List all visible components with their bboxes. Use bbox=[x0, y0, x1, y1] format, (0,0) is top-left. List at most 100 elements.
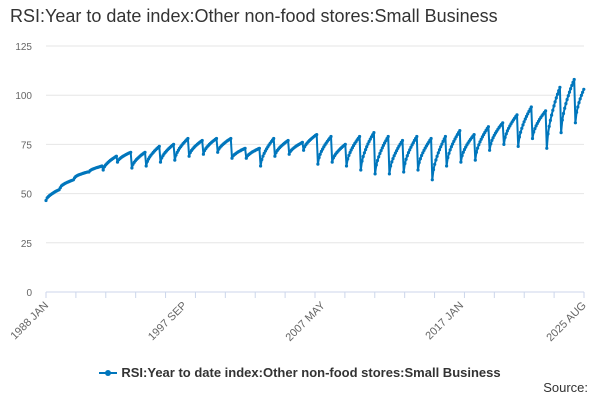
data-point bbox=[362, 151, 366, 155]
data-point bbox=[418, 157, 422, 161]
data-point bbox=[158, 160, 163, 164]
data-point bbox=[416, 168, 420, 172]
data-point bbox=[343, 142, 347, 146]
data-point bbox=[442, 137, 446, 141]
data-point bbox=[421, 151, 425, 155]
data-point bbox=[503, 135, 507, 139]
data-point bbox=[578, 97, 582, 101]
data-point bbox=[360, 159, 364, 163]
data-point bbox=[174, 153, 178, 157]
data-point bbox=[200, 138, 204, 143]
data-point bbox=[476, 146, 480, 150]
data-point bbox=[318, 152, 322, 156]
data-point bbox=[504, 132, 508, 136]
source-label: Source: bbox=[543, 380, 588, 395]
data-point bbox=[582, 87, 586, 91]
data-point bbox=[554, 96, 558, 100]
y-axis: 0 25 50 75 100 125 bbox=[15, 42, 32, 299]
data-point bbox=[372, 131, 376, 135]
data-point bbox=[548, 118, 553, 122]
data-point bbox=[551, 108, 555, 112]
data-point bbox=[555, 92, 560, 96]
y-tick-label: 75 bbox=[21, 140, 33, 151]
data-point bbox=[545, 146, 549, 150]
data-point bbox=[501, 121, 505, 125]
data-point bbox=[358, 134, 362, 139]
data-point bbox=[186, 136, 190, 141]
data-point bbox=[262, 151, 266, 155]
data-point bbox=[522, 120, 526, 124]
legend[interactable]: RSI:Year to date index:Other non-food st… bbox=[0, 364, 600, 380]
data-point bbox=[566, 94, 570, 98]
data-point bbox=[459, 160, 463, 164]
data-point bbox=[431, 168, 436, 172]
data-point bbox=[489, 142, 493, 146]
legend-marker-icon bbox=[99, 368, 118, 378]
data-point bbox=[101, 168, 105, 172]
data-point bbox=[187, 154, 191, 158]
data-point bbox=[526, 112, 530, 116]
data-point bbox=[286, 138, 290, 143]
data-point bbox=[515, 113, 519, 117]
data-point bbox=[478, 140, 482, 144]
data-point bbox=[473, 158, 477, 162]
data-point bbox=[558, 85, 562, 89]
data-point bbox=[260, 157, 264, 162]
y-tick-label: 100 bbox=[15, 91, 32, 102]
data-point bbox=[130, 166, 134, 170]
data-point bbox=[244, 156, 248, 160]
data-point bbox=[392, 154, 396, 158]
data-point bbox=[530, 136, 535, 141]
data-point bbox=[144, 164, 148, 168]
x-tick-label: 2007 MAY bbox=[283, 299, 328, 344]
x-tick-label: 2025 AUG bbox=[544, 300, 588, 344]
data-point bbox=[447, 151, 451, 155]
data-point bbox=[366, 142, 370, 146]
data-point bbox=[532, 130, 536, 134]
data-point bbox=[129, 150, 133, 154]
data-point bbox=[375, 158, 380, 163]
chart-title: RSI:Year to date index:Other non-food st… bbox=[10, 6, 498, 26]
data-point bbox=[571, 80, 575, 84]
x-tick-label: 1988 JAN bbox=[8, 300, 51, 343]
data-point bbox=[386, 134, 390, 139]
data-point bbox=[524, 114, 529, 118]
data-point bbox=[581, 90, 585, 94]
data-point bbox=[434, 158, 438, 162]
data-point bbox=[389, 164, 393, 168]
data-point bbox=[330, 160, 334, 164]
data-point bbox=[391, 157, 395, 161]
data-point bbox=[404, 157, 408, 161]
data-point bbox=[570, 83, 574, 88]
data-point bbox=[348, 150, 352, 155]
data-point bbox=[435, 154, 439, 158]
x-tick-label: 1997 SEP bbox=[146, 300, 190, 344]
data-point bbox=[553, 100, 557, 104]
y-tick-label: 125 bbox=[15, 42, 32, 53]
data-point bbox=[546, 132, 550, 136]
data-point bbox=[575, 110, 579, 114]
data-point bbox=[287, 152, 291, 156]
data-point bbox=[577, 101, 581, 105]
data-point bbox=[519, 130, 523, 134]
data-point bbox=[474, 150, 478, 154]
data-point bbox=[433, 162, 437, 166]
data-point bbox=[452, 139, 456, 143]
data-point bbox=[565, 97, 569, 102]
data-point bbox=[462, 147, 467, 152]
data-point bbox=[490, 138, 494, 142]
data-point bbox=[261, 154, 265, 158]
data-point bbox=[300, 140, 304, 144]
data-point bbox=[145, 159, 149, 163]
data-point bbox=[429, 136, 433, 141]
data-point bbox=[420, 153, 424, 158]
data-point bbox=[173, 158, 177, 162]
data-point bbox=[437, 148, 442, 152]
data-point bbox=[564, 102, 568, 106]
data-point bbox=[461, 150, 465, 154]
data-point bbox=[316, 162, 320, 166]
data-point bbox=[347, 153, 351, 157]
data-point bbox=[441, 139, 445, 143]
data-point bbox=[472, 133, 476, 137]
